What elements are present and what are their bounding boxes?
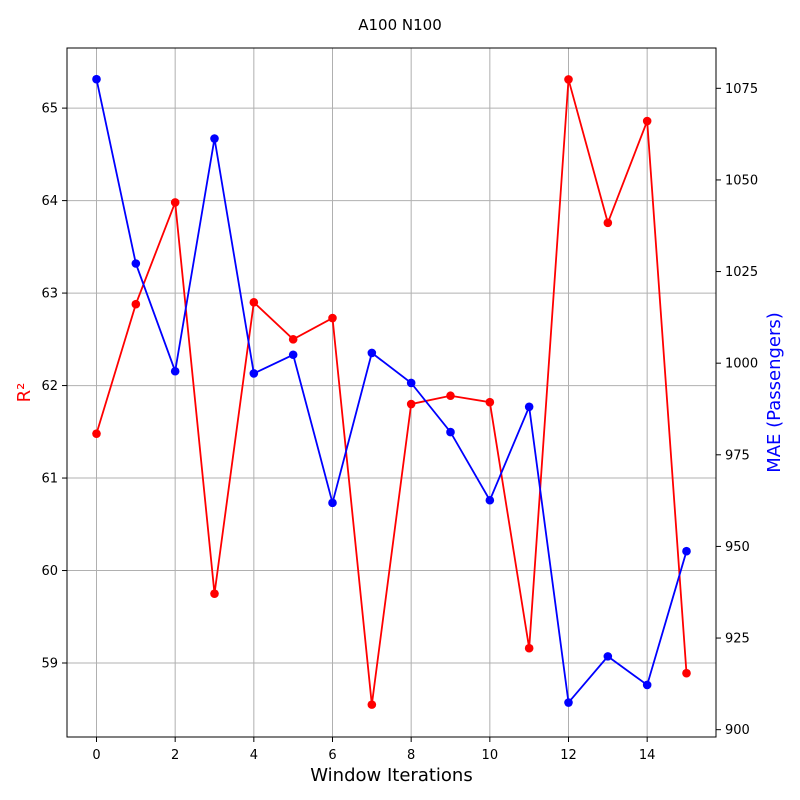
- series-layer: [92, 74, 691, 709]
- data-point-left: [682, 668, 691, 678]
- chart-title: A100 N100: [358, 16, 442, 34]
- left-y-axis-label: R²: [14, 383, 35, 403]
- left-y-tick-label: 65: [41, 102, 58, 117]
- data-point-left: [328, 313, 337, 323]
- data-point-left: [92, 429, 101, 438]
- data-point-left: [406, 399, 416, 409]
- x-tick-label: 12: [560, 748, 577, 763]
- x-tick-label: 14: [639, 748, 656, 763]
- data-point-left: [170, 198, 180, 207]
- data-point-right: [524, 402, 534, 412]
- x-tick-label: 4: [250, 748, 258, 763]
- ticks: 0 2 4 6 8 10 12 14 59 60 61 62 63 64 65 900 925 950 975 100…: [41, 82, 758, 763]
- data-point-left: [642, 116, 652, 126]
- data-point-right: [131, 259, 141, 268]
- right-y-tick-label: 950: [725, 540, 750, 555]
- left-y-tick-label: 62: [41, 379, 58, 394]
- data-point-left: [603, 218, 613, 228]
- data-point-left: [485, 397, 495, 407]
- data-point-right: [92, 74, 101, 84]
- series-line-right: [95, 78, 688, 705]
- right-y-tick-label: 1075: [725, 82, 758, 97]
- data-point-right: [170, 366, 180, 376]
- x-tick-label: 0: [92, 748, 100, 763]
- left-y-tick-label: 63: [41, 287, 58, 302]
- x-axis-label: Window Iterations: [310, 765, 472, 786]
- right-y-tick-label: 925: [725, 632, 750, 647]
- data-point-left: [524, 643, 534, 653]
- data-point-left: [288, 335, 298, 344]
- plot-area-frame: [66, 47, 717, 738]
- left-y-tick-label: 59: [41, 657, 58, 672]
- data-point-right: [603, 652, 613, 661]
- data-point-right: [564, 698, 573, 707]
- data-point-left: [446, 391, 455, 401]
- data-point-right: [485, 495, 495, 505]
- left-y-tick-label: 61: [41, 472, 58, 487]
- right-y-tick-label: 900: [725, 723, 750, 738]
- data-point-right: [446, 427, 455, 437]
- right-y-axis-label: MAE (Passengers): [764, 312, 785, 473]
- data-point-right: [682, 546, 691, 556]
- data-point-right: [328, 498, 337, 508]
- data-point-left: [210, 589, 219, 598]
- data-point-right: [210, 134, 219, 143]
- left-y-tick-label: 64: [41, 194, 58, 209]
- data-point-right: [249, 369, 259, 378]
- right-y-tick-label: 975: [725, 448, 750, 463]
- right-y-tick-label: 1000: [725, 357, 758, 372]
- data-point-right: [642, 680, 652, 690]
- x-tick-label: 8: [407, 748, 415, 763]
- data-point-right: [367, 348, 377, 358]
- right-y-tick-label: 1050: [725, 173, 758, 188]
- right-y-tick-label: 1025: [725, 265, 758, 280]
- x-tick-label: 2: [171, 748, 179, 763]
- grid: [67, 48, 716, 737]
- x-tick-label: 10: [482, 748, 499, 763]
- data-point-left: [249, 298, 259, 307]
- series-line-left: [95, 79, 688, 705]
- left-y-tick-label: 60: [41, 564, 58, 579]
- x-tick-label: 6: [328, 748, 336, 763]
- data-point-left: [564, 75, 573, 84]
- data-point-right: [406, 378, 416, 388]
- data-point-right: [288, 350, 298, 360]
- data-point-left: [131, 299, 141, 309]
- data-point-left: [367, 700, 377, 709]
